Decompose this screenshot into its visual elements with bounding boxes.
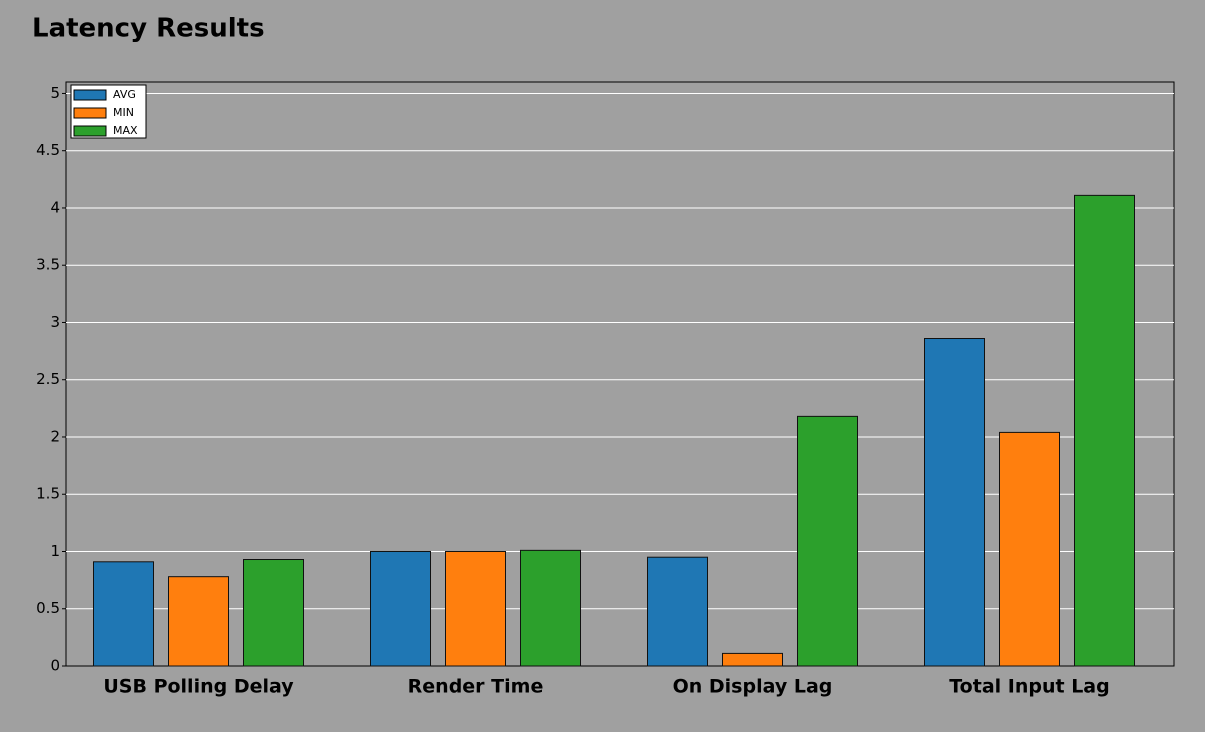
y-tick-label: 3.5 bbox=[36, 256, 60, 274]
y-tick-label: 2 bbox=[50, 427, 60, 445]
y-tick-label: 1 bbox=[50, 542, 60, 560]
bar bbox=[924, 338, 985, 667]
legend-swatch bbox=[73, 125, 107, 137]
x-tick-label: Total Input Lag bbox=[949, 676, 1109, 698]
legend-swatch bbox=[73, 107, 107, 119]
legend-label: MIN bbox=[113, 106, 134, 119]
bar bbox=[93, 561, 154, 667]
y-tick-label: 4.5 bbox=[36, 141, 60, 159]
chart-title: Latency Results bbox=[32, 14, 265, 44]
legend-swatch bbox=[73, 89, 107, 101]
bar bbox=[797, 415, 858, 667]
y-tick-label: 1.5 bbox=[36, 485, 60, 503]
bar bbox=[647, 556, 708, 667]
y-tick-label: 3 bbox=[50, 313, 60, 331]
y-tick-label: 4 bbox=[50, 198, 60, 216]
y-tick-label: 5 bbox=[50, 84, 60, 102]
bar bbox=[243, 559, 304, 667]
y-tick-label: 0 bbox=[50, 657, 60, 675]
bar bbox=[168, 576, 229, 667]
legend-label: AVG bbox=[113, 88, 136, 101]
y-tick-label: 0.5 bbox=[36, 599, 60, 617]
bar bbox=[445, 550, 506, 667]
plot-frame bbox=[65, 81, 1175, 667]
legend-label: MAX bbox=[113, 124, 138, 137]
bar bbox=[722, 652, 783, 667]
y-tick-label: 2.5 bbox=[36, 370, 60, 388]
bar bbox=[999, 431, 1060, 667]
x-tick-label: On Display Lag bbox=[673, 676, 833, 698]
bar bbox=[1074, 194, 1135, 667]
bar bbox=[520, 549, 581, 667]
x-tick-label: Render Time bbox=[408, 676, 544, 698]
bar bbox=[370, 550, 431, 667]
x-tick-label: USB Polling Delay bbox=[103, 676, 294, 698]
